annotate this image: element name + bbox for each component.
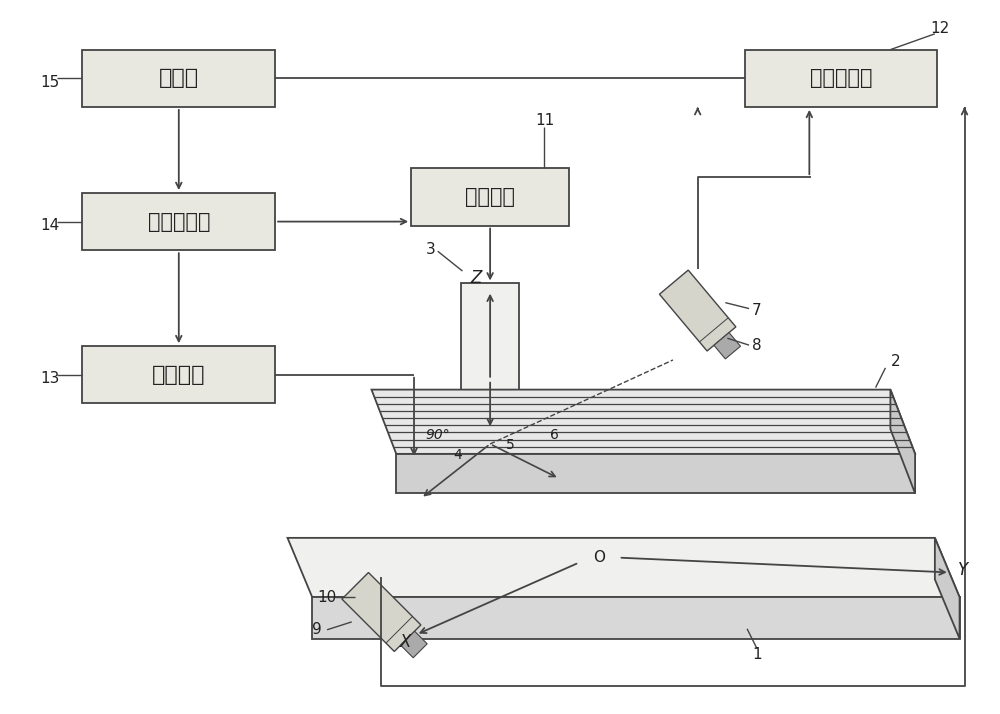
Text: 数据采集卡: 数据采集卡 (148, 211, 210, 231)
Text: 气保焊机: 气保焊机 (465, 187, 515, 207)
Polygon shape (288, 538, 960, 597)
Text: O: O (593, 550, 605, 565)
Text: 1: 1 (752, 647, 762, 662)
Text: 9: 9 (312, 623, 322, 638)
Text: X: X (399, 633, 411, 650)
Bar (745, 50, 937, 107)
Text: 15: 15 (41, 75, 60, 90)
Text: 5: 5 (506, 438, 514, 452)
Polygon shape (935, 538, 960, 639)
Bar (411, 169, 569, 226)
Text: 图像采集卡: 图像采集卡 (810, 69, 872, 89)
Bar (461, 283, 519, 436)
Text: Z: Z (471, 269, 482, 287)
Text: Y: Y (958, 561, 968, 580)
Text: 14: 14 (41, 218, 60, 233)
Bar (82, 50, 275, 107)
Text: 13: 13 (41, 371, 60, 386)
Polygon shape (342, 573, 421, 651)
Bar (82, 193, 275, 251)
Text: 步进电机: 步进电机 (152, 365, 206, 385)
Polygon shape (890, 390, 915, 493)
Text: 12: 12 (930, 21, 949, 36)
Text: 4: 4 (453, 448, 462, 462)
Polygon shape (312, 597, 960, 639)
Text: 计算机: 计算机 (159, 69, 199, 89)
Text: 8: 8 (752, 338, 762, 353)
Text: 3: 3 (426, 242, 436, 257)
Polygon shape (714, 333, 740, 359)
Text: 11: 11 (535, 114, 554, 129)
Text: 6: 6 (550, 428, 559, 442)
Polygon shape (396, 454, 915, 493)
Text: 90°: 90° (426, 428, 451, 442)
Polygon shape (372, 390, 915, 454)
Polygon shape (659, 270, 736, 351)
Bar (82, 346, 275, 403)
Text: 7: 7 (752, 303, 762, 318)
Text: 10: 10 (317, 590, 337, 605)
Text: 2: 2 (891, 354, 900, 369)
Polygon shape (401, 631, 427, 658)
